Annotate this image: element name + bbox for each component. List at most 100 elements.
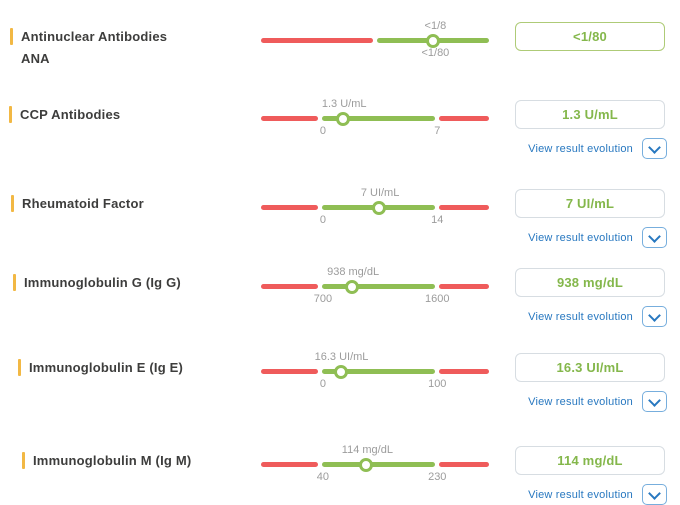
result-value: 7 UI/mL: [565, 196, 615, 211]
range-slider-track: [261, 457, 489, 472]
test-name-line: CCP Antibodies: [9, 106, 258, 123]
result-column: 114 mg/dL View result evolution: [515, 436, 675, 505]
test-row: Immunoglobulin G (Ig G) 938 mg/dL 700 16…: [0, 258, 680, 327]
slider-value-label: 7 UI/mL: [360, 187, 400, 199]
slider-tick-max: 230: [428, 471, 447, 483]
slider-marker: [371, 200, 386, 215]
expand-evolution-button[interactable]: [642, 391, 667, 412]
evolution-row: View result evolution: [515, 484, 667, 505]
slider-segment-high-red: [438, 116, 489, 121]
view-result-evolution-link[interactable]: View result evolution: [528, 395, 633, 408]
evolution-row: View result evolution: [515, 306, 667, 327]
test-accent-bar: [22, 452, 25, 469]
view-result-evolution-link[interactable]: View result evolution: [528, 142, 633, 155]
test-name-column: CCP Antibodies: [0, 90, 258, 123]
test-name-column: Antinuclear Antibodies ANA: [0, 12, 258, 66]
slider-value-label: 1.3 U/mL: [321, 98, 367, 110]
test-row: Antinuclear Antibodies ANA <1/8 <1/80: [0, 12, 680, 66]
test-name-column: Immunoglobulin E (Ig E): [0, 343, 258, 376]
slider-marker: [336, 111, 351, 126]
range-slider-track: [261, 364, 489, 379]
result-column: 16.3 UI/mL View result evolution: [515, 343, 675, 412]
slider-tick-max: 14: [431, 214, 444, 226]
result-value: 938 mg/dL: [556, 275, 624, 290]
slider-tick-row: 700 1600: [261, 293, 492, 306]
slider-tick-max: 1600: [425, 293, 450, 305]
result-value-box: 938 mg/dL: [515, 268, 665, 297]
range-slider-column: <1/8 <1/80: [258, 12, 492, 60]
result-column: <1/80: [515, 12, 675, 51]
view-result-evolution-link[interactable]: View result evolution: [528, 231, 633, 244]
slider-value-label-row: 1.3 U/mL: [261, 98, 492, 111]
expand-evolution-button[interactable]: [642, 306, 667, 327]
slider-segment-low-red: [261, 462, 318, 467]
test-name-line: Rheumatoid Factor: [11, 195, 258, 212]
slider-value-label: 938 mg/dL: [327, 266, 380, 278]
test-accent-bar: [13, 274, 16, 291]
result-value: 1.3 U/mL: [562, 107, 618, 122]
test-name-column: Immunoglobulin M (Ig M): [0, 436, 258, 469]
slider-tick-min: 40: [316, 471, 330, 483]
test-accent-bar: [10, 28, 13, 45]
result-value: 16.3 UI/mL: [556, 360, 624, 375]
result-value-box: <1/80: [515, 22, 665, 51]
view-result-evolution-link[interactable]: View result evolution: [528, 488, 633, 501]
test-row: Immunoglobulin E (Ig E) 16.3 UI/mL 0 100: [0, 343, 680, 412]
slider-tick-row: 40 230: [261, 471, 492, 484]
chevron-down-icon: [648, 308, 661, 322]
evolution-row: View result evolution: [515, 227, 667, 248]
slider-tick-min: 0: [319, 214, 326, 226]
test-name-column: Rheumatoid Factor: [0, 179, 258, 212]
test-accent-bar: [11, 195, 14, 212]
slider-segment-high-red: [438, 369, 489, 374]
slider-segment-low-red: [261, 284, 318, 289]
expand-evolution-button[interactable]: [642, 138, 667, 159]
range-slider-track: [261, 33, 489, 48]
test-row: CCP Antibodies 1.3 U/mL 0 7 1.3 U/mL: [0, 90, 680, 159]
slider-value-label-row: 16.3 UI/mL: [261, 351, 492, 364]
result-value: <1/80: [573, 29, 607, 44]
range-slider-column: 7 UI/mL 0 14: [258, 179, 492, 227]
chevron-down-icon: [648, 486, 661, 500]
slider-tick-row: 0 14: [261, 214, 492, 227]
test-name-label: Rheumatoid Factor: [22, 196, 144, 211]
range-slider-column: 1.3 U/mL 0 7: [258, 90, 492, 138]
slider-marker: [344, 279, 359, 294]
result-column: 1.3 U/mL View result evolution: [515, 90, 675, 159]
slider-segment-low-red: [261, 116, 318, 121]
range-slider-track: [261, 200, 489, 215]
chevron-down-icon: [648, 229, 661, 243]
result-value-box: 7 UI/mL: [515, 189, 665, 218]
slider-marker: [333, 364, 348, 379]
test-name-label: Immunoglobulin G (Ig G): [24, 275, 181, 290]
slider-value-label-row: 938 mg/dL: [261, 266, 492, 279]
slider-segment-normal-green: [322, 369, 435, 374]
slider-value-label-row: 7 UI/mL: [261, 187, 492, 200]
range-slider-column: 16.3 UI/mL 0 100: [258, 343, 492, 391]
test-name-line: Immunoglobulin E (Ig E): [18, 359, 258, 376]
chevron-down-icon: [648, 393, 661, 407]
test-name-column: Immunoglobulin G (Ig G): [0, 258, 258, 291]
test-subname-label: ANA: [21, 51, 50, 66]
slider-tick-min: 0: [319, 378, 326, 390]
test-name-label: Immunoglobulin M (Ig M): [33, 453, 192, 468]
view-result-evolution-link[interactable]: View result evolution: [528, 310, 633, 323]
slider-segment-normal-green: [322, 284, 435, 289]
slider-value-label: 16.3 UI/mL: [314, 351, 369, 363]
slider-segment-low-red: [261, 38, 373, 43]
test-row: Immunoglobulin M (Ig M) 114 mg/dL 40 230: [0, 436, 680, 505]
evolution-row: View result evolution: [515, 391, 667, 412]
expand-evolution-button[interactable]: [642, 484, 667, 505]
slider-tick-row: <1/80: [261, 47, 492, 60]
test-name-line: Immunoglobulin M (Ig M): [22, 452, 258, 469]
range-slider-column: 114 mg/dL 40 230: [258, 436, 492, 484]
chevron-down-icon: [648, 140, 661, 154]
slider-marker: [426, 33, 441, 48]
expand-evolution-button[interactable]: [642, 227, 667, 248]
slider-segment-high-red: [438, 205, 489, 210]
result-column: 7 UI/mL View result evolution: [515, 179, 675, 248]
result-value-box: 114 mg/dL: [515, 446, 665, 475]
range-slider-track: [261, 279, 489, 294]
test-name-line: Immunoglobulin G (Ig G): [13, 274, 258, 291]
